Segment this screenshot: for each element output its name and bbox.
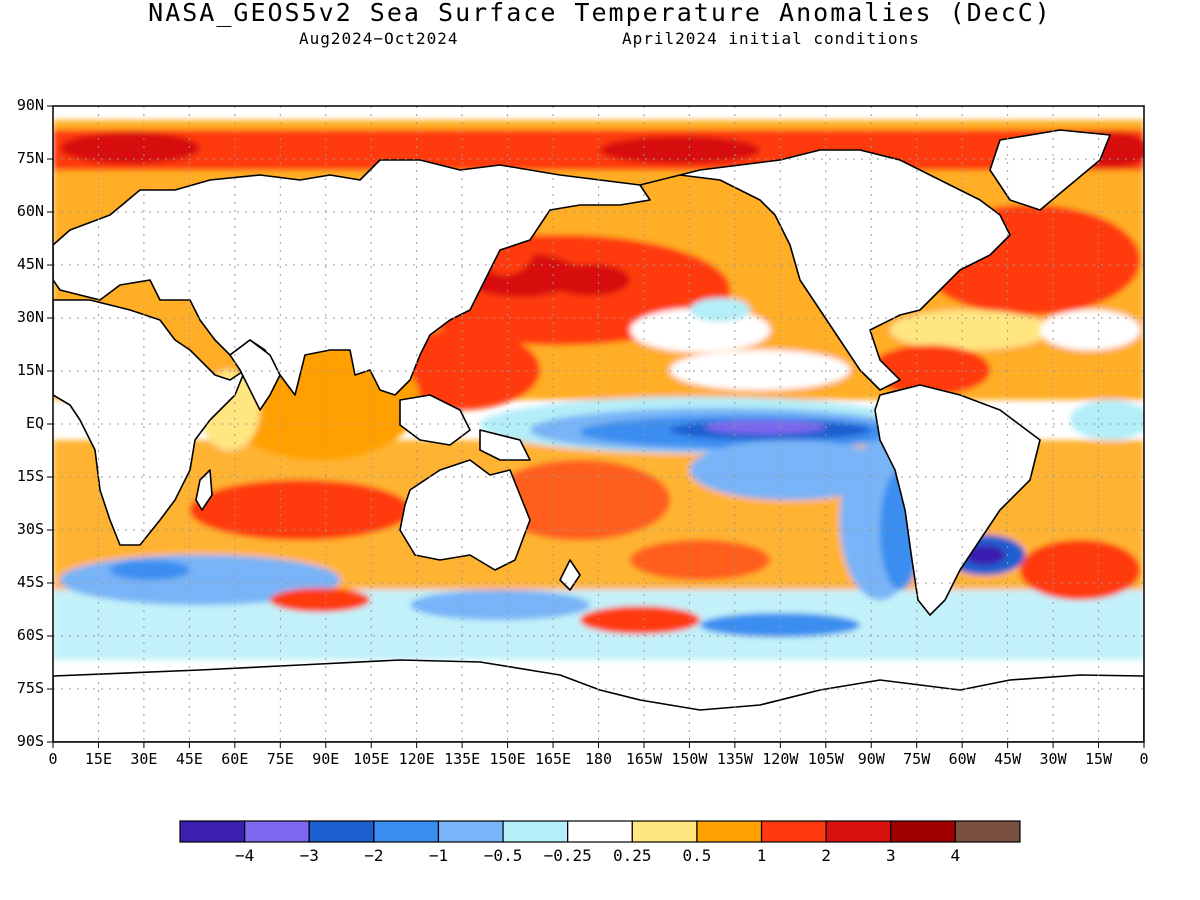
lat-label: 15S [16, 467, 44, 485]
colorbar-swatch [502, 820, 569, 843]
lat-label: 60S [16, 626, 44, 644]
lon-label: 45W [994, 750, 1022, 768]
colorbar-label: 3 [885, 846, 896, 865]
lon-label: 135E [444, 750, 481, 768]
colorbar-swatch [308, 820, 375, 843]
lon-label: 45E [175, 750, 203, 768]
lat-label: 75N [16, 149, 44, 167]
colorbar-label: 2 [821, 846, 831, 865]
colorbar-swatch [954, 820, 1021, 843]
colorbar-label: −0.5 [483, 846, 523, 865]
colorbar-swatch [825, 820, 892, 843]
lat-label: 30S [16, 520, 44, 538]
lon-label: 60E [221, 750, 249, 768]
colorbar-swatch [437, 820, 504, 843]
lon-label: 120E [398, 750, 435, 768]
colorbar-label: −1 [428, 846, 449, 865]
lat-label: 90N [16, 96, 44, 114]
lon-label: 105E [353, 750, 390, 768]
colorbar-label: 4 [950, 846, 961, 865]
colorbar-swatch [696, 820, 763, 843]
lon-label: 0 [1139, 750, 1149, 768]
lon-label: 135W [716, 750, 753, 768]
colorbar-swatch [631, 820, 698, 843]
lon-label: 30W [1039, 750, 1067, 768]
lat-label: 30N [16, 308, 44, 326]
lon-label: 90W [857, 750, 885, 768]
colorbar-swatch [244, 820, 310, 843]
colorbar-label: 0.5 [682, 846, 712, 865]
lon-label: 75E [266, 750, 294, 768]
lon-label: 105W [807, 750, 844, 768]
colorbar-swatch [567, 820, 633, 843]
forecast-period: Aug2024−Oct2024 [299, 29, 459, 48]
lon-label: 90E [312, 750, 340, 768]
lat-label: 15N [16, 361, 44, 379]
lon-label: 120W [762, 750, 799, 768]
colorbar-label: 1 [756, 846, 767, 865]
lat-label: 60N [16, 202, 44, 220]
lat-label: 75S [16, 679, 44, 697]
colorbar [179, 820, 1021, 843]
colorbar-label: 0.25 [613, 846, 652, 865]
lon-label: 0 [48, 750, 58, 768]
lon-label: 150W [671, 750, 708, 768]
colorbar-label: −0.25 [543, 846, 592, 865]
lon-label: 60W [948, 750, 976, 768]
colorbar-label: −3 [299, 846, 319, 865]
colorbar-label: −2 [364, 846, 384, 865]
lon-label: 15E [84, 750, 112, 768]
graticule [53, 106, 1144, 742]
lat-label: EQ [25, 414, 44, 432]
lon-label: 30E [130, 750, 158, 768]
colorbar-swatch [890, 820, 956, 843]
colorbar-swatch [373, 820, 440, 843]
initial-conditions: April2024 initial conditions [622, 29, 920, 48]
colorbar-swatch [179, 820, 246, 843]
anomaly-field [53, 106, 1144, 742]
map-title: NASA_GEOS5v2 Sea Surface Temperature Ano… [148, 0, 1052, 27]
lat-label: 90S [16, 732, 44, 750]
colorbar-swatch [760, 820, 827, 843]
lon-label: 180 [584, 750, 613, 768]
lat-label: 45S [16, 573, 44, 591]
lon-label: 165W [625, 750, 663, 768]
lat-label: 45N [16, 255, 44, 273]
lon-label: 75W [903, 750, 931, 768]
lon-label: 150E [489, 750, 526, 768]
lon-label: 15W [1084, 750, 1113, 768]
lon-label: 165E [534, 750, 572, 768]
colorbar-label: −4 [234, 846, 255, 865]
